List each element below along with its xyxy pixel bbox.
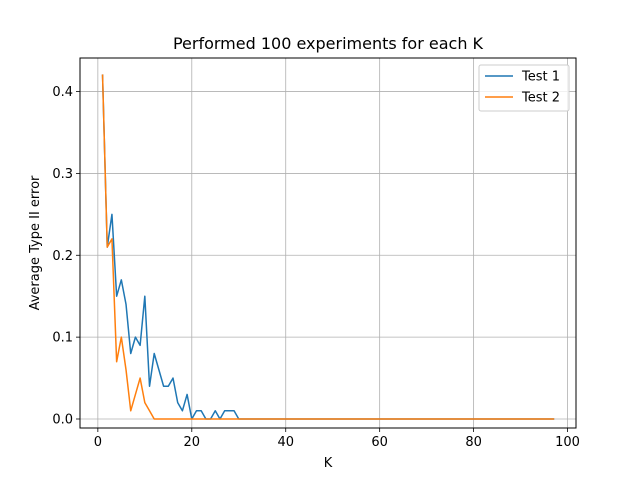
x-tick-label: 40 — [277, 435, 294, 450]
series-line-test-2 — [101, 74, 555, 420]
x-tick-label: 100 — [555, 435, 580, 450]
y-tick-label: 0.3 — [52, 167, 73, 182]
chart-title: Performed 100 experiments for each K — [173, 34, 484, 53]
legend: Test 1 Test 2 — [478, 64, 570, 112]
x-tick-label: 20 — [184, 435, 201, 450]
x-tick-label: 60 — [371, 435, 388, 450]
series-lines — [101, 74, 555, 420]
legend-label-test-1: Test 1 — [521, 70, 560, 85]
series-line-test-1 — [101, 74, 555, 420]
y-tick-label: 0.2 — [52, 249, 73, 264]
x-axis-label: K — [324, 456, 333, 471]
y-tick-label: 0.0 — [52, 412, 73, 427]
axis-ticks: 0 20 40 60 80 100 0.0 0.1 0.2 0.3 0.4 — [52, 85, 580, 450]
plot-area-frame — [79, 57, 577, 429]
legend-label-test-2: Test 2 — [521, 91, 560, 106]
x-tick-label: 80 — [465, 435, 482, 450]
grid — [80, 58, 576, 428]
x-tick-label: 0 — [94, 435, 102, 450]
y-axis-label: Average Type II error — [28, 175, 43, 310]
y-tick-label: 0.1 — [52, 331, 73, 346]
y-tick-label: 0.4 — [52, 85, 73, 100]
